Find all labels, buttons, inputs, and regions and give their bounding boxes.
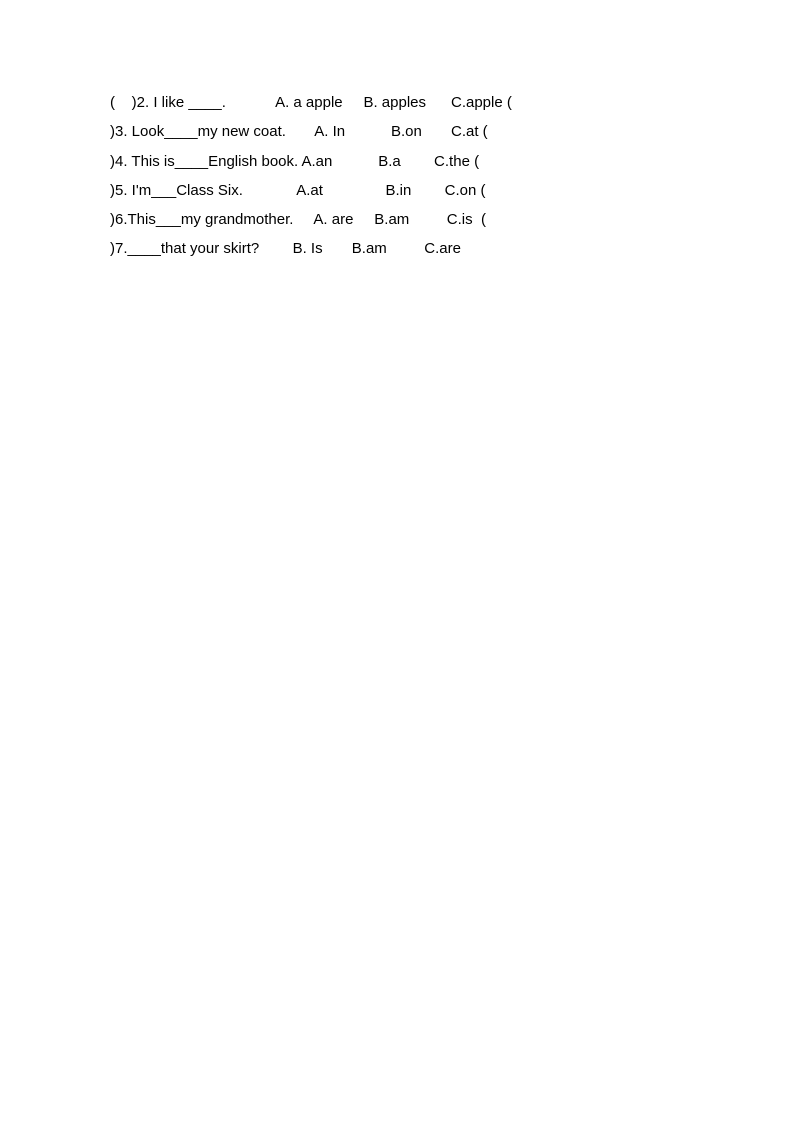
question-line-7: )7.____that your skirt? B. Is B.am C.are bbox=[110, 234, 690, 263]
question-line-6: )6.This___my grandmother. A. are B.am C.… bbox=[110, 205, 690, 234]
question-container: ( )2. I like ____. A. a apple B. apples … bbox=[110, 88, 690, 264]
question-line-2: ( )2. I like ____. A. a apple B. apples … bbox=[110, 88, 690, 117]
question-line-3: )3. Look____my new coat. A. In B.on C.at… bbox=[110, 117, 690, 146]
question-line-5: )5. I'm___Class Six. A.at B.in C.on ( bbox=[110, 176, 690, 205]
question-line-4: )4. This is____English book. A.an B.a C.… bbox=[110, 147, 690, 176]
